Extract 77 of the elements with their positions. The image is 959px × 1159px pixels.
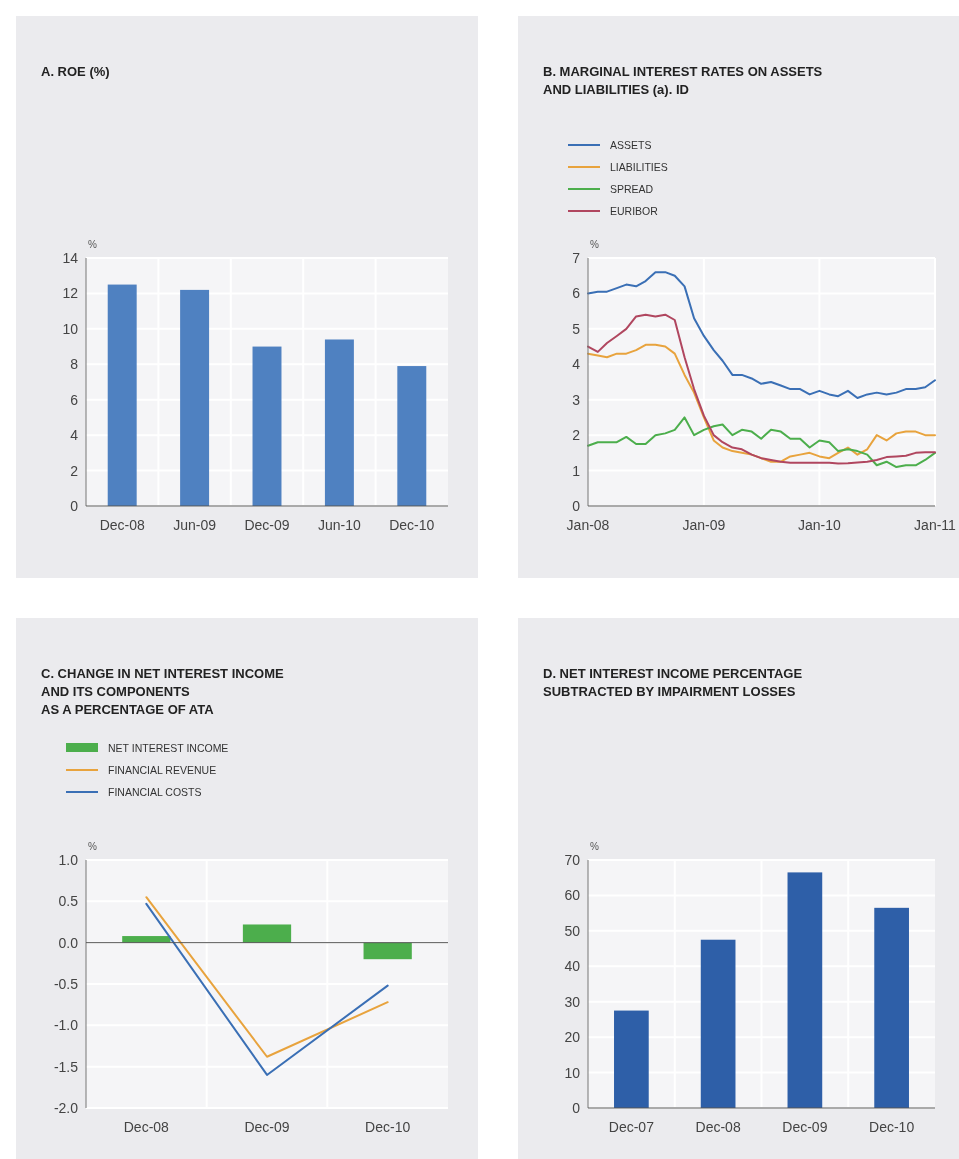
- bar: [397, 366, 427, 506]
- line-series: [587, 313, 936, 465]
- bar: [614, 1010, 649, 1108]
- y-tick-label: -1.0: [53, 1017, 79, 1034]
- y-tick-label: -2.0: [53, 1100, 79, 1116]
- y-tick-label: 0.5: [58, 893, 79, 910]
- x-tick-label: Jan-08: [566, 517, 610, 533]
- x-tick-label: Dec-08: [123, 1119, 170, 1135]
- legend-label: FINANCIAL COSTS: [108, 786, 202, 798]
- x-tick-label: Jun-09: [173, 517, 217, 533]
- bar: [700, 939, 736, 1108]
- y-axis-title: %: [590, 239, 599, 250]
- legend-label: LIABILITIES: [610, 161, 668, 173]
- legend-label: ASSETS: [610, 139, 652, 151]
- x-tick-label: Jun-10: [317, 517, 362, 533]
- x-tick-label: Dec-10: [389, 517, 435, 533]
- y-tick-label: -1.5: [53, 1058, 79, 1075]
- y-tick-label: 10: [564, 1064, 581, 1081]
- bar: [107, 284, 137, 506]
- x-tick-label: Dec-10: [869, 1119, 915, 1135]
- y-tick-label: 0: [572, 498, 581, 514]
- line-series: [587, 343, 936, 463]
- y-tick-label: 50: [564, 922, 581, 939]
- legend-label: EURIBOR: [610, 205, 659, 217]
- bar: [787, 872, 823, 1108]
- y-tick-label: 10: [62, 320, 79, 337]
- y-axis-title: %: [88, 239, 97, 250]
- x-tick-label: Dec-09: [244, 517, 290, 533]
- y-tick-label: 3: [572, 391, 581, 408]
- y-tick-label: 7: [572, 250, 581, 266]
- y-tick-label: 2: [572, 427, 581, 444]
- y-tick-label: 0: [572, 1100, 581, 1116]
- bar: [874, 907, 909, 1108]
- bar: [363, 942, 412, 960]
- chart-title: C. CHANGE IN NET INTEREST INCOME AND ITS COMPONENTS AS A PERCENTAGE OF ATA: [41, 666, 285, 717]
- y-tick-label: 5: [572, 320, 581, 337]
- x-tick-label: Dec-09: [244, 1119, 290, 1135]
- bar: [252, 346, 282, 506]
- y-tick-label: 4: [572, 356, 581, 373]
- bar: [180, 289, 210, 506]
- bar: [324, 339, 354, 506]
- y-tick-label: 12: [62, 285, 79, 302]
- y-tick-label: -0.5: [53, 976, 79, 992]
- x-tick-label: Dec-07: [608, 1119, 655, 1135]
- bar: [242, 924, 292, 943]
- y-tick-label: 20: [564, 1029, 581, 1046]
- y-tick-label: 0.0: [58, 934, 79, 951]
- chart-title: A. ROE (%): [41, 64, 110, 79]
- line-series: [587, 416, 936, 469]
- y-tick-label: 0: [70, 498, 79, 514]
- x-tick-label: Dec-10: [365, 1119, 411, 1135]
- y-tick-label: 6: [70, 391, 79, 408]
- y-axis-title: %: [590, 841, 599, 852]
- y-tick-label: 1: [572, 462, 581, 479]
- y-tick-label: 8: [70, 356, 79, 373]
- y-tick-label: 40: [564, 958, 581, 975]
- chart-title: D. NET INTEREST INCOME PERCENTAGE SUBTRACTED BY IMPAIRMENT LOSSES: [543, 666, 803, 699]
- y-tick-label: 1.0: [58, 852, 79, 868]
- x-tick-label: Dec-08: [99, 517, 145, 533]
- y-tick-label: 60: [564, 887, 581, 904]
- legend-label: NET INTEREST INCOME: [108, 742, 229, 754]
- x-tick-label: Jan-11: [914, 517, 957, 533]
- chart-title: B. MARGINAL INTEREST RATES ON ASSETS AND LIABILITIES (a). ID: [543, 64, 823, 97]
- y-tick-label: 70: [564, 852, 581, 868]
- y-tick-label: 2: [70, 462, 79, 479]
- line-series: [587, 271, 936, 399]
- y-tick-label: 6: [572, 285, 581, 302]
- x-tick-label: Dec-09: [782, 1119, 828, 1135]
- x-tick-label: Jan-09: [682, 517, 726, 533]
- y-axis-title: %: [88, 841, 97, 852]
- x-tick-label: Jan-10: [798, 517, 842, 533]
- y-tick-label: 14: [62, 250, 79, 266]
- y-tick-label: 30: [564, 993, 581, 1010]
- legend-label: SPREAD: [610, 183, 654, 195]
- legend-label: FINANCIAL REVENUE: [108, 764, 217, 776]
- y-tick-label: 4: [70, 427, 79, 444]
- x-tick-label: Dec-08: [695, 1119, 741, 1135]
